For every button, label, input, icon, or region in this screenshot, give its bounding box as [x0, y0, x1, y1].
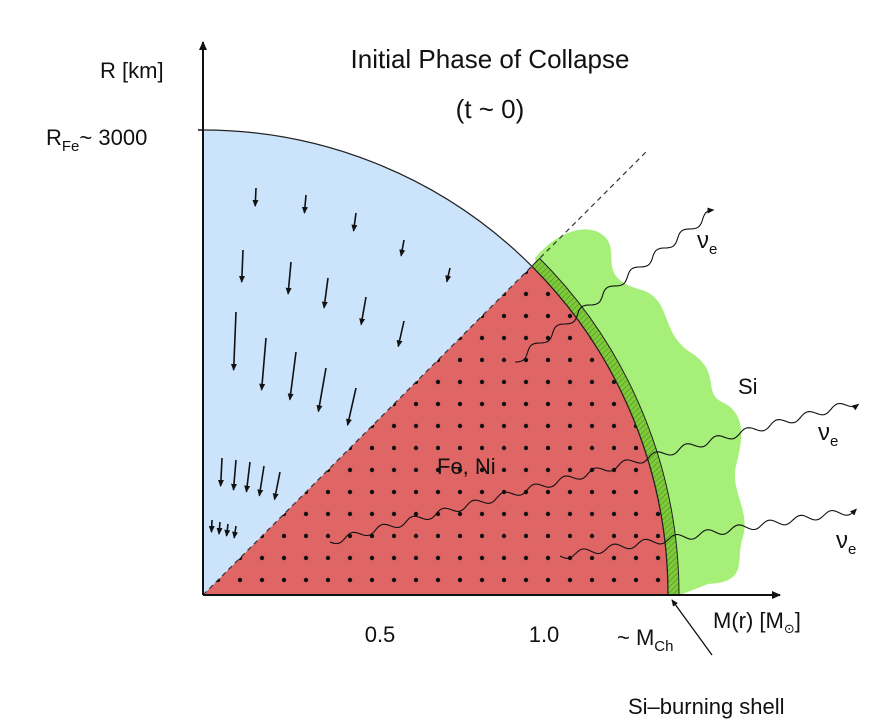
title-line: (t ~ 0) [456, 94, 525, 124]
infall-arrow [321, 277, 329, 309]
label: ] [795, 608, 801, 633]
infall-arrow [346, 387, 357, 427]
infall-arrow [396, 320, 405, 348]
subscript: e [709, 241, 717, 258]
x-tick-label: 0.5 [365, 622, 396, 647]
chandrasekhar-label: ~ MCh [617, 625, 673, 655]
x-axis-label: M(r) [M⊙] [713, 608, 801, 636]
infall-arrow [257, 465, 265, 497]
neutrino-path [514, 207, 715, 363]
x-tick-label: 1.0 [529, 622, 560, 647]
infall-arrow [232, 525, 239, 539]
infall-arrow [445, 267, 452, 283]
label: ~ M [617, 625, 654, 650]
neutrino-path [329, 402, 860, 545]
subscript: Fe [62, 138, 80, 155]
label: R [km] [100, 58, 164, 83]
neutrino-label: νe [697, 227, 717, 258]
infall-arrow [259, 337, 267, 391]
neutrino-label: νe [818, 419, 838, 450]
label: M(r) [M [713, 608, 784, 633]
silicon-label: Si [738, 374, 758, 399]
label: R [46, 125, 62, 150]
infall-arrow [217, 457, 224, 487]
subscript: e [848, 541, 856, 558]
neutrino-path [559, 508, 858, 559]
label: ~ 3000 [79, 125, 147, 150]
radius-label: RFe~ 3000 [46, 125, 147, 155]
infall-arrows [208, 187, 452, 539]
infall-arrow [316, 367, 327, 413]
infall-arrow [301, 194, 308, 214]
neutrino-label: νe [836, 527, 856, 558]
core-boundary [202, 129, 669, 596]
core-label: Fe, Ni [437, 454, 496, 479]
infall-arrow [359, 296, 367, 326]
neutrino-waves [329, 207, 860, 559]
label: Si–burning shell [628, 694, 785, 719]
shell-label: Si–burning shell [628, 694, 785, 719]
label: ν [836, 527, 848, 554]
infall-arrow [208, 519, 215, 533]
diagonal [202, 149, 649, 596]
title: Initial Phase of Collapse [351, 44, 630, 74]
subscript: ⊙ [784, 621, 795, 636]
subscript: Ch [654, 638, 673, 655]
infall-arrow [252, 187, 259, 207]
infall-arrow [351, 212, 358, 232]
infall-arrow [230, 311, 237, 371]
infall-arrow [230, 459, 237, 491]
y-axis-label: R [km] [100, 58, 164, 83]
label: 1.0 [529, 622, 560, 647]
infall-arrow [216, 521, 223, 535]
infall-arrow [287, 351, 297, 401]
infall-arrow [224, 523, 231, 537]
iron-core-upper [203, 130, 532, 595]
core-dots [203, 266, 668, 595]
infall-arrow [399, 239, 406, 257]
shell-pointer [671, 599, 713, 656]
label: ν [697, 227, 709, 254]
label: 0.5 [365, 622, 396, 647]
subscript: e [830, 433, 838, 450]
infall-arrow [285, 261, 292, 295]
label: Si [738, 374, 758, 399]
label: ν [818, 419, 830, 446]
infall-arrow [272, 471, 281, 501]
title-line: Initial Phase of Collapse [351, 44, 630, 74]
infall-arrow [244, 461, 251, 493]
subtitle: (t ~ 0) [456, 94, 525, 124]
label: Fe, Ni [437, 454, 496, 479]
infall-arrow [238, 249, 245, 283]
